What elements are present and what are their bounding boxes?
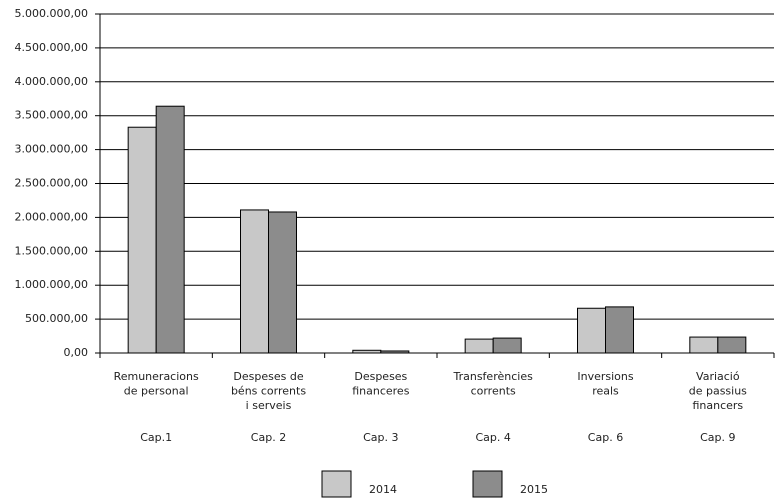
category-code: Cap. 4 — [475, 431, 510, 444]
y-tick-label: 3.500.000,00 — [15, 109, 88, 122]
x-tick-label: Variació — [696, 370, 740, 383]
x-tick-label: corrents — [471, 385, 516, 398]
legend-swatch — [321, 470, 352, 498]
y-tick-label: 1.000.000,00 — [15, 278, 88, 291]
y-tick-label: 2.000.000,00 — [15, 210, 88, 223]
bar — [127, 126, 157, 354]
bar — [352, 349, 382, 354]
x-tick-label: de passius — [689, 385, 747, 398]
category-code: Cap.1 — [140, 431, 172, 444]
bar — [240, 209, 269, 354]
x-tick-label: reals — [592, 385, 619, 398]
bar — [689, 336, 719, 354]
category-code: Cap. 2 — [251, 431, 286, 444]
x-tick-label: béns corrents — [231, 385, 306, 398]
y-tick-label: 3.000.000,00 — [15, 143, 88, 156]
x-tick-label: de personal — [124, 385, 189, 398]
bar — [155, 105, 185, 354]
bar — [717, 336, 747, 354]
x-tick-label: Despeses — [354, 370, 407, 383]
x-tick-label: Transferències — [452, 370, 533, 383]
y-tick-label: 4.500.000,00 — [15, 41, 88, 54]
bar — [577, 307, 606, 354]
x-tick-label: Despeses de — [233, 370, 303, 383]
y-tick-label: 500.000,00 — [25, 312, 88, 325]
x-tick-label: Inversions — [577, 370, 634, 383]
y-tick-label: 1.500.000,00 — [15, 244, 88, 257]
x-tick-label: financeres — [352, 385, 409, 398]
x-tick-label: financers — [692, 399, 743, 412]
legend-label: 2014 — [369, 483, 397, 496]
y-tick-label: 0,00 — [64, 346, 89, 359]
category-code: Cap. 3 — [363, 431, 398, 444]
category-code: Cap. 6 — [588, 431, 623, 444]
legend-label: 2015 — [520, 483, 548, 496]
bar — [492, 337, 522, 354]
bar — [605, 306, 634, 354]
x-tick-label: i serveis — [246, 399, 292, 412]
x-tick-label: Remuneracions — [114, 370, 199, 383]
bar — [464, 338, 494, 354]
legend-swatch — [472, 470, 503, 498]
bar — [268, 211, 297, 354]
category-code: Cap. 9 — [700, 431, 735, 444]
y-tick-label: 2.500.000,00 — [15, 177, 88, 190]
y-tick-label: 4.000.000,00 — [15, 75, 88, 88]
bar — [380, 350, 410, 354]
y-tick-label: 5.000.000,00 — [15, 7, 88, 20]
